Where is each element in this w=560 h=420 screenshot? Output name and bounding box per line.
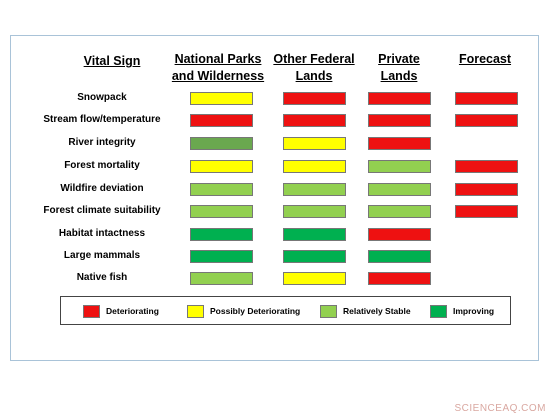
status-cell [368, 205, 431, 218]
row-label: River integrity [68, 137, 136, 148]
row-label: Forest climate suitability [43, 205, 161, 216]
legend-swatch-improving [430, 305, 447, 318]
chart-frame [10, 35, 539, 361]
status-cell [368, 114, 431, 127]
legend: Deteriorating Possibly Deteriorating Rel… [60, 296, 511, 325]
status-cell [190, 160, 253, 173]
header-private-lands: Private Lands [364, 51, 434, 85]
status-cell [368, 92, 431, 105]
status-cell [283, 183, 346, 196]
status-cell [283, 205, 346, 218]
header-other-federal-line1: Other Federal [273, 52, 355, 66]
header-other-federal-line2: Lands [295, 69, 333, 83]
row-label: Large mammals [63, 250, 141, 261]
status-cell [190, 205, 253, 218]
header-private-line2: Lands [380, 69, 418, 83]
status-cell [190, 92, 253, 105]
status-cell [283, 137, 346, 150]
status-cell [368, 228, 431, 241]
status-cell [283, 92, 346, 105]
row-label: Stream flow/temperature [43, 114, 161, 125]
status-cell [368, 250, 431, 263]
legend-swatch-relatively-stable [320, 305, 337, 318]
status-cell [283, 160, 346, 173]
header-national-parks-line1: National Parks [174, 52, 262, 66]
status-cell [190, 228, 253, 241]
status-cell [368, 272, 431, 285]
status-cell [368, 137, 431, 150]
status-cell [283, 250, 346, 263]
status-cell [455, 160, 518, 173]
legend-label-improving: Improving [453, 306, 495, 316]
status-cell [368, 183, 431, 196]
row-label: Habitat intactness [58, 228, 146, 239]
header-forecast: Forecast [458, 52, 512, 66]
legend-swatch-deteriorating [83, 305, 100, 318]
row-label: Wildfire deviation [60, 183, 144, 194]
header-other-federal: Other Federal Lands [266, 51, 362, 85]
status-cell [283, 114, 346, 127]
header-private-line1: Private [378, 52, 420, 66]
header-national-parks-line2: and Wilderness [171, 69, 265, 83]
status-cell [190, 250, 253, 263]
status-cell [455, 205, 518, 218]
legend-swatch-possibly-deteriorating [187, 305, 204, 318]
status-cell [455, 92, 518, 105]
row-label: Native fish [76, 272, 128, 283]
status-cell [190, 137, 253, 150]
status-cell [190, 272, 253, 285]
status-cell [455, 183, 518, 196]
status-cell [190, 114, 253, 127]
status-cell [283, 228, 346, 241]
row-label: Snowpack [77, 92, 127, 103]
legend-label-relatively-stable: Relatively Stable [343, 306, 411, 316]
header-vital-sign: Vital Sign [83, 54, 141, 68]
legend-label-deteriorating: Deteriorating [106, 306, 159, 316]
legend-label-possibly-deteriorating: Possibly Deteriorating [210, 306, 301, 316]
status-cell [368, 160, 431, 173]
watermark: SCIENCEAQ.COM [454, 403, 546, 414]
row-label: Forest mortality [64, 160, 140, 171]
header-national-parks: National Parks and Wilderness [167, 51, 269, 85]
status-cell [283, 272, 346, 285]
status-cell [455, 114, 518, 127]
status-cell [190, 183, 253, 196]
